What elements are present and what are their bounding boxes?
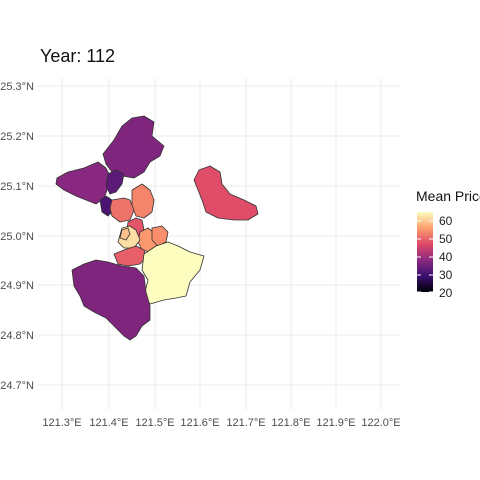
- graticule-grid: [38, 78, 400, 410]
- region-polygon: [55, 161, 111, 205]
- x-tick-label: 121.5°E: [135, 417, 174, 429]
- region-polygon: [193, 165, 259, 221]
- region-polygon: [105, 169, 125, 195]
- region-polygon: [109, 197, 135, 223]
- y-tick-label: 24.9°N: [0, 280, 34, 292]
- y-tick-label: 24.7°N: [0, 380, 34, 392]
- y-tick-label: 25.3°N: [0, 81, 34, 93]
- legend-label: 50: [439, 232, 453, 246]
- y-tick-label: 24.8°N: [0, 330, 34, 342]
- region-polygon: [119, 227, 131, 241]
- legend-title: Mean Price: [416, 188, 480, 204]
- y-tick-label: 25.1°N: [0, 181, 34, 193]
- legend-colorbar: [417, 212, 433, 292]
- x-tick-label: 122.0°E: [361, 417, 400, 429]
- region-polygon: [71, 259, 151, 341]
- plot-title: Year: 112: [40, 46, 116, 66]
- legend-label: 60: [439, 214, 453, 228]
- x-tick-label: 121.8°E: [271, 417, 310, 429]
- region-polygon: [141, 241, 205, 305]
- region-polygon: [113, 245, 147, 267]
- legend-label: 30: [439, 268, 453, 282]
- x-tick-label: 121.9°E: [316, 417, 355, 429]
- x-tick-label: 121.4°E: [89, 417, 128, 429]
- district-regions: [55, 115, 259, 341]
- region-polygon: [131, 183, 155, 219]
- x-axis-ticks: 121.3°E 121.4°E 121.5°E 121.6°E 121.7°E …: [42, 417, 400, 429]
- y-axis-ticks: 25.3°N 25.2°N 25.1°N 25.0°N 24.9°N 24.8°…: [0, 81, 34, 392]
- color-legend: Mean Price 60 50 40 30 20: [416, 188, 480, 300]
- x-tick-label: 121.3°E: [42, 417, 81, 429]
- x-tick-label: 121.7°E: [226, 417, 265, 429]
- legend-ticks: [417, 220, 433, 293]
- legend-label: 40: [439, 250, 453, 264]
- y-tick-label: 25.2°N: [0, 131, 34, 143]
- x-tick-label: 121.6°E: [180, 417, 219, 429]
- legend-label: 20: [439, 286, 453, 300]
- region-polygon: [151, 225, 169, 247]
- y-tick-label: 25.0°N: [0, 231, 34, 243]
